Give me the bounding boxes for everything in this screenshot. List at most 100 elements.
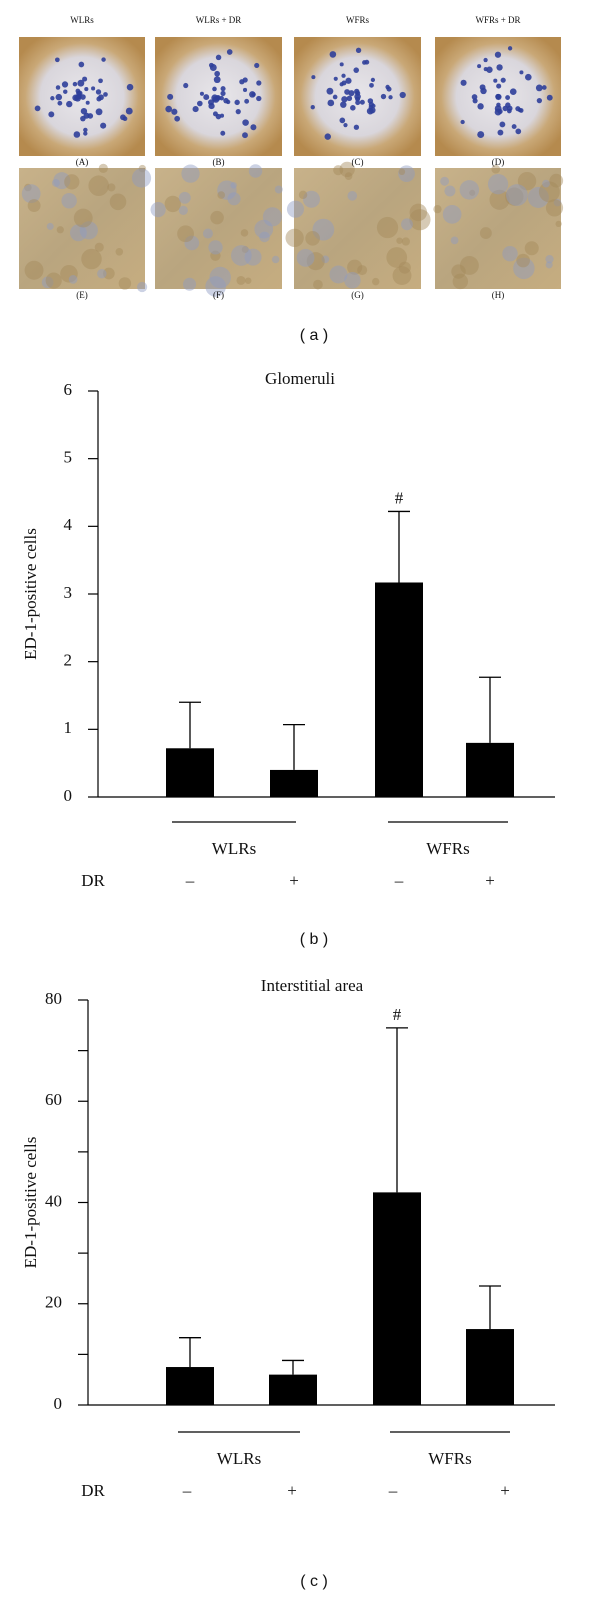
nucleus [219,113,225,118]
nucleus [398,168,406,176]
nucleus [256,95,262,102]
nucleus [174,115,181,122]
panel-label: (B) [213,157,225,167]
nucleus [459,180,480,200]
nucleus [63,89,68,94]
nucleus [95,89,102,95]
row-label: DR [81,1481,105,1500]
column-title: WFRs + DR [475,15,520,25]
nucleus [324,133,331,140]
nucleus [285,228,304,248]
bar [166,1367,214,1405]
nucleus [500,77,506,83]
bar [373,1192,421,1405]
nucleus [496,83,502,89]
bar [270,769,318,797]
nucleus [366,107,374,115]
x-tick-label: – [185,871,195,890]
nucleus [545,254,554,264]
nucleus [519,70,524,75]
nucleus [122,116,128,122]
x-tick-label: + [287,1481,297,1500]
nucleus [440,176,450,186]
nucleus [399,91,406,99]
bar [166,748,214,797]
nucleus [73,208,93,228]
nucleus [248,164,263,178]
y-tick-label: 20 [45,1293,62,1312]
nucleus [311,75,316,80]
micrograph [19,168,145,289]
nucleus [372,277,380,286]
nucleus [341,96,348,103]
nucleus [55,93,63,101]
column-title: WFRs [346,15,370,25]
nucleus [217,180,237,200]
chart-title: Interstitial area [261,976,364,995]
nucleus [493,78,498,83]
nucleus [341,73,346,78]
nucleus [21,184,41,204]
y-tick-label: 0 [54,1394,63,1413]
nucleus [489,189,510,210]
nucleus [80,107,88,115]
nucleus [545,261,553,269]
nucleus [34,105,41,112]
nucleus [254,62,260,69]
nucleus [244,277,252,285]
nucleus [339,117,346,124]
nucleus [312,218,335,241]
nucleus [85,100,90,105]
nucleus [368,105,373,110]
nucleus [345,77,352,84]
y-tick-label: 5 [64,448,73,467]
nucleus [72,81,78,87]
nucleus [524,241,539,256]
nucleus [234,99,240,106]
error-bar [282,1359,304,1375]
nucleus [81,248,102,270]
nucleus [339,62,344,67]
nucleus [103,92,108,97]
nucleus [136,281,148,293]
x-tick-label: + [500,1481,510,1500]
nucleus [220,130,226,136]
y-tick-label: 1 [64,718,73,737]
nucleus [24,260,44,280]
bar [375,582,423,797]
nucleus [242,87,248,93]
nucleus [183,82,189,89]
error-bar [386,1027,408,1193]
nucleus [95,108,103,116]
nucleus [477,103,484,110]
nucleus [472,98,478,104]
nucleus [313,279,323,290]
micrograph [435,168,561,289]
x-tick-label: – [388,1481,398,1500]
nucleus [212,86,217,92]
error-bar [179,1337,201,1368]
nucleus [388,95,393,100]
nucleus [202,228,213,239]
nucleus [538,181,560,203]
nucleus [505,187,524,206]
nucleus [262,207,283,227]
nucleus [254,219,274,239]
nucleus [101,57,106,62]
nucleus [77,79,85,87]
nucleus [541,85,547,90]
nucleus [555,220,562,228]
nucleus [444,185,456,197]
nucleus [355,100,361,106]
group-label: WLRs [212,839,256,858]
nucleus [82,76,88,82]
nucleus [209,64,217,71]
nucleus [542,179,550,188]
nucleus [167,93,174,100]
nucleus [494,108,502,116]
nucleus [505,95,511,100]
nucleus [339,161,355,178]
nucleus [296,248,315,267]
